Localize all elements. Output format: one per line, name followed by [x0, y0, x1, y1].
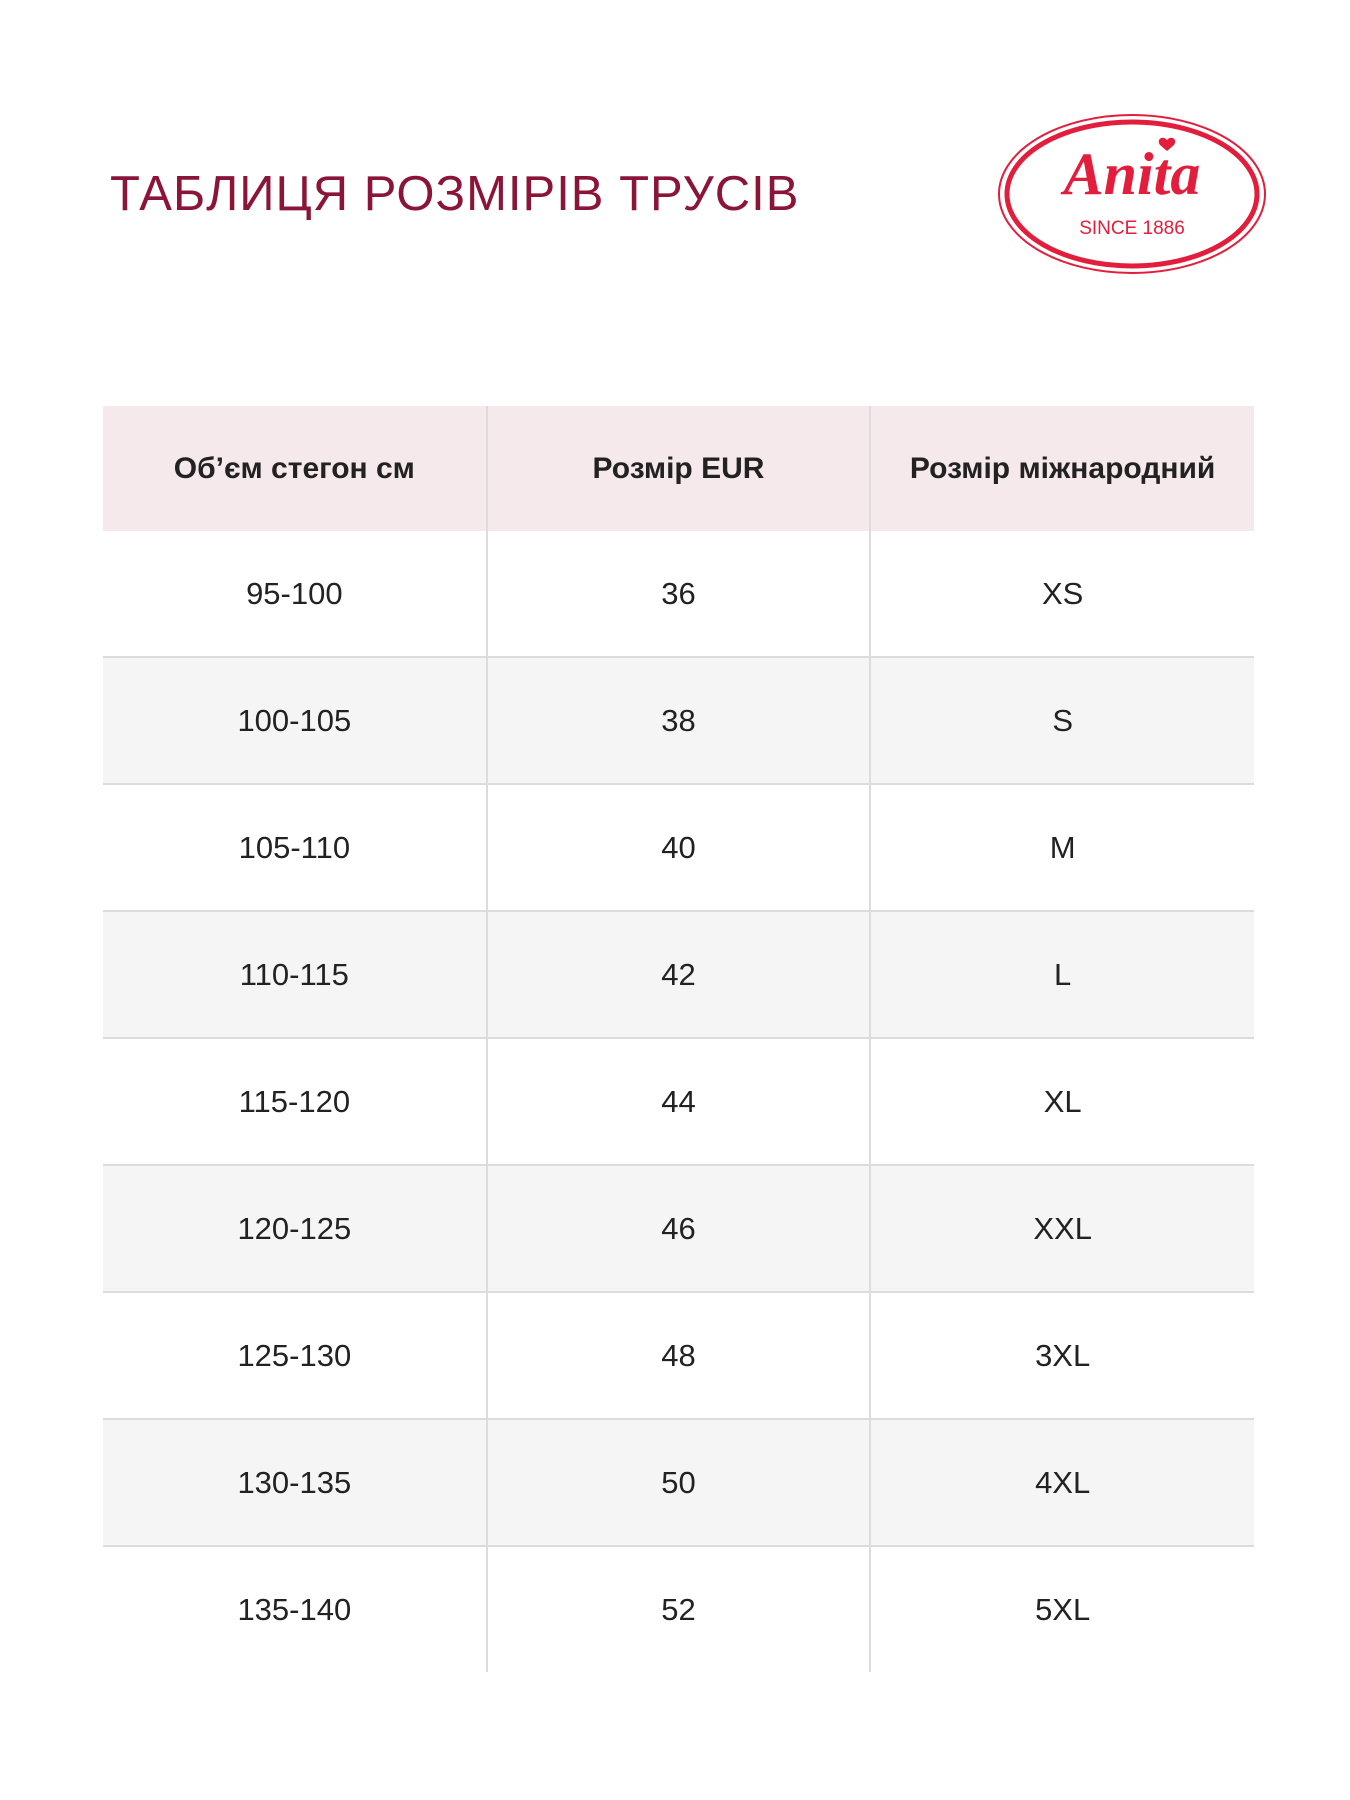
cell-hip-circumference: 115-120 — [238, 1083, 351, 1119]
header-eur-size: Розмір EUR — [485, 406, 871, 531]
cell-hip-circumference: 120-125 — [103, 1165, 487, 1292]
cell-international-size: L — [869, 911, 1254, 1038]
logo-tagline: SINCE 1886 — [1079, 218, 1185, 239]
table-row: 130-135 50 4XL — [103, 1419, 1254, 1546]
cell-eur-size: 52 — [485, 1546, 871, 1672]
page-title: ТАБЛИЦЯ РОЗМІРІВ ТРУСІВ — [110, 167, 800, 221]
cell-international-size: 3XL — [869, 1292, 1254, 1419]
cell-eur-size: 40 — [485, 784, 871, 911]
cell-international-size: S — [869, 657, 1254, 784]
table-row: 120-125 46 XXL — [103, 1165, 1254, 1292]
cell-hip-circumference: 135-140 — [237, 1591, 352, 1627]
cell-international-size: XS — [869, 531, 1254, 657]
cell-eur-size: 44 — [485, 1038, 871, 1165]
cell-eur-size: 36 — [485, 531, 871, 657]
cell-international-size: XL — [869, 1038, 1254, 1165]
cell-eur-size: 46 — [485, 1165, 871, 1292]
cell-international-size: 4XL — [869, 1419, 1254, 1546]
cell-eur-size: 42 — [485, 911, 871, 1038]
cell-international-size: M — [869, 784, 1254, 911]
table-row: 135-140 52 5XL — [103, 1546, 1254, 1672]
cell-hip-circumference: 105-110 — [238, 829, 351, 865]
table-row: 125-130 48 3XL — [103, 1292, 1254, 1419]
cell-hip-circumference: 125-130 — [237, 1337, 352, 1373]
table-row: 110-115 42 L — [103, 911, 1254, 1038]
table-row: 115-120 44 XL — [103, 1038, 1254, 1165]
anita-logo: Anita SINCE 1886 — [998, 114, 1266, 274]
cell-eur-size: 48 — [485, 1292, 871, 1419]
cell-international-size: XXL — [869, 1165, 1254, 1292]
logo-brand: Anita — [1060, 141, 1201, 207]
cell-hip-circumference: 100-105 — [103, 657, 487, 784]
cell-hip-circumference: 110-115 — [103, 911, 487, 1038]
cell-hip-circumference: 130-135 — [103, 1419, 487, 1546]
table-row: 100-105 38 S — [103, 657, 1254, 784]
heart-icon — [1158, 137, 1176, 151]
header-hip-circumference: Об’єм стегон см — [103, 406, 487, 531]
size-table: Об’єм стегон см Розмір EUR Розмір міжнар… — [103, 406, 1254, 1672]
table-header-row: Об’єм стегон см Розмір EUR Розмір міжнар… — [103, 406, 1254, 531]
table-row: 105-110 40 M — [103, 784, 1254, 911]
header-international-size: Розмір міжнародний — [869, 406, 1254, 531]
cell-eur-size: 38 — [485, 657, 871, 784]
table-row: 95-100 36 XS — [103, 531, 1254, 657]
cell-eur-size: 50 — [485, 1419, 871, 1546]
cell-hip-circumference: 95-100 — [246, 575, 343, 611]
cell-international-size: 5XL — [869, 1546, 1254, 1672]
